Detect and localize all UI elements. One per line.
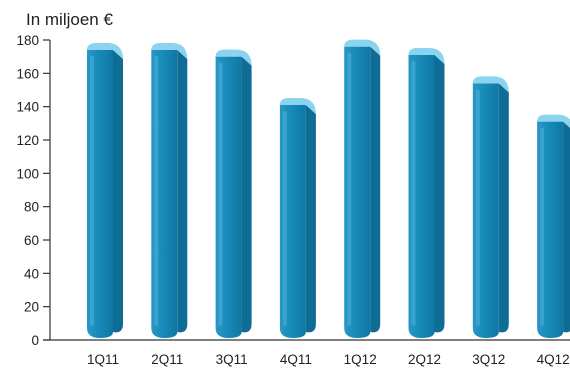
bar-top-face [537,114,570,128]
bar-highlight [347,52,352,327]
bar-highlight [282,111,287,326]
x-category-label: 4Q12 [537,352,570,367]
bar-side-face [434,55,445,333]
bar-highlight [90,56,94,326]
y-tick-label: 120 [16,133,39,148]
bar-highlight [411,61,416,326]
y-tick-label: 40 [24,266,39,281]
y-tick-label: 20 [24,300,39,315]
bar [537,114,570,339]
y-axis-ticks: 0 20 40 60 80 100 120 140 160 180 [16,33,50,348]
bars-group [87,39,570,339]
bar-highlight [475,89,480,326]
y-tick-label: 80 [24,200,39,215]
x-category-label: 2Q12 [408,352,441,367]
bar-top-face [151,43,188,59]
bar-top-face [215,49,252,66]
bar [344,39,381,339]
bar-side-face [370,46,381,333]
y-tick-label: 60 [24,233,39,248]
bar-highlight [218,62,223,327]
bar-highlight [154,56,159,326]
bar-side-face [498,83,509,333]
x-category-label: 1Q11 [87,352,119,367]
x-category-label: 4Q11 [280,352,312,367]
bar-side-face [563,121,570,333]
bar [215,49,252,339]
x-category-label: 1Q12 [344,352,377,367]
bar-top-face [279,98,316,114]
x-category-label: 2Q11 [151,352,183,367]
bar [151,43,188,338]
y-tick-label: 140 [16,100,39,115]
y-tick-label: 100 [16,166,39,181]
y-tick-label: 180 [16,33,39,48]
x-axis-labels: 1Q11 2Q11 3Q11 4Q11 1Q12 2Q12 3Q12 4Q12 [87,352,570,367]
bar-side-face [305,105,316,333]
bar-top-face [408,48,445,64]
x-category-label: 3Q11 [216,352,248,367]
bar-top-face [344,39,381,56]
bar-side-face [241,56,252,333]
bar-top-face [87,43,123,59]
bar-top-face [472,76,509,93]
x-category-label: 3Q12 [472,352,505,367]
bar [87,43,123,338]
y-tick-label: 160 [16,66,39,81]
bar [408,48,445,338]
bar-highlight [540,127,545,327]
bar-side-face [113,50,123,333]
bar [279,98,316,338]
unit-label: In miljoen € [26,10,113,29]
y-tick-label: 0 [31,333,39,348]
bar [472,76,509,338]
bar-side-face [177,50,188,333]
